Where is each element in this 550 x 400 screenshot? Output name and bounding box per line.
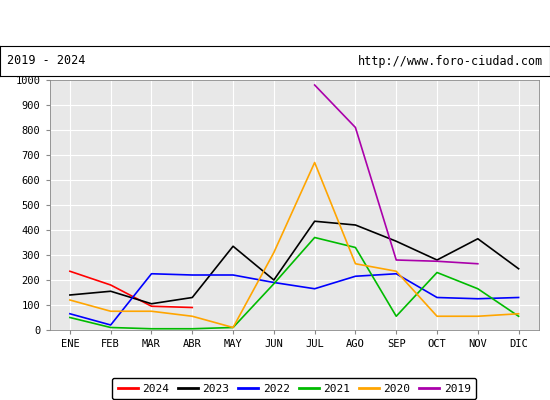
Text: 2019 - 2024: 2019 - 2024 (7, 54, 85, 68)
Text: http://www.foro-ciudad.com: http://www.foro-ciudad.com (358, 54, 543, 68)
Legend: 2024, 2023, 2022, 2021, 2020, 2019: 2024, 2023, 2022, 2021, 2020, 2019 (112, 378, 476, 400)
Text: Evolucion Nº Turistas Nacionales en el municipio de Hernansancho: Evolucion Nº Turistas Nacionales en el m… (53, 16, 497, 30)
